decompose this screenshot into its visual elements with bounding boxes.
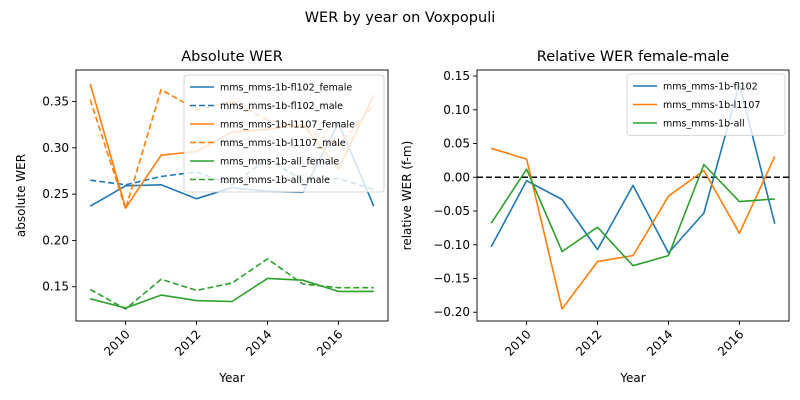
x-tick-label: 2016 (715, 327, 746, 358)
y-tick-label: 0.20 (42, 233, 69, 247)
y-tick-label: 0.15 (443, 69, 470, 83)
legend-label: mms_mms-1b-all_female (220, 157, 339, 168)
series-line (490, 147, 776, 310)
y-tick-label: 0.05 (443, 137, 470, 151)
y-tick-label: 0.35 (42, 94, 69, 108)
chart-title: Absolute WER (181, 49, 283, 65)
legend-label: mms_mms-1b-l1107_female (220, 120, 355, 131)
chart-title: Relative WER female-male (537, 49, 730, 65)
x-tick-label: 2012 (573, 327, 604, 358)
y-tick-label: −0.20 (433, 305, 470, 319)
x-tick-label: 2016 (314, 327, 345, 358)
x-axis-label: Year (218, 371, 244, 385)
y-tick-label: 0.25 (42, 187, 69, 201)
series-line (490, 163, 775, 267)
y-tick-label: 0.15 (42, 280, 69, 294)
x-tick-label: 2014 (644, 327, 675, 358)
y-tick-label: −0.10 (433, 238, 470, 252)
legend-label: mms_mms-1b-fl102 (663, 82, 758, 93)
y-axis-label: absolute WER (14, 154, 28, 237)
x-tick-label: 2014 (243, 327, 274, 358)
series-line (89, 258, 374, 310)
legend-label: mms_mms-1b-all (663, 119, 745, 130)
y-tick-label: 0.00 (443, 170, 470, 184)
series-line (89, 277, 374, 309)
y-tick-label: 0.10 (443, 103, 470, 117)
legend-label: mms_mms-1b-all_male (220, 175, 330, 186)
legend-box (183, 74, 385, 193)
figure-title: WER by year on Voxpopuli (305, 10, 496, 26)
legend-box (626, 73, 786, 136)
x-tick-label: 2010 (502, 327, 533, 358)
legend-label: mms_mms-1b-fl102_female (220, 83, 352, 94)
x-axis-label: Year (619, 371, 645, 385)
legend-label: mms_mms-1b-fl102_male (220, 101, 343, 112)
y-tick-label: −0.05 (433, 204, 470, 218)
relative-wer-panel: Relative WER female-male Year relative WER… (400, 49, 790, 385)
y-axis-label: relative WER (f-m) (400, 141, 414, 251)
y-tick-label: −0.15 (433, 271, 470, 285)
x-tick-label: 2012 (172, 327, 203, 358)
legend-label: mms_mms-1b-l1107_male (220, 138, 346, 149)
absolute-wer-panel: Absolute WER Year absolute WER 0.15 0.20 0.25… (14, 49, 389, 385)
legend-label: mms_mms-1b-l1107 (663, 100, 760, 111)
y-tick-label: 0.30 (42, 141, 69, 155)
x-tick-label: 2010 (101, 327, 132, 358)
